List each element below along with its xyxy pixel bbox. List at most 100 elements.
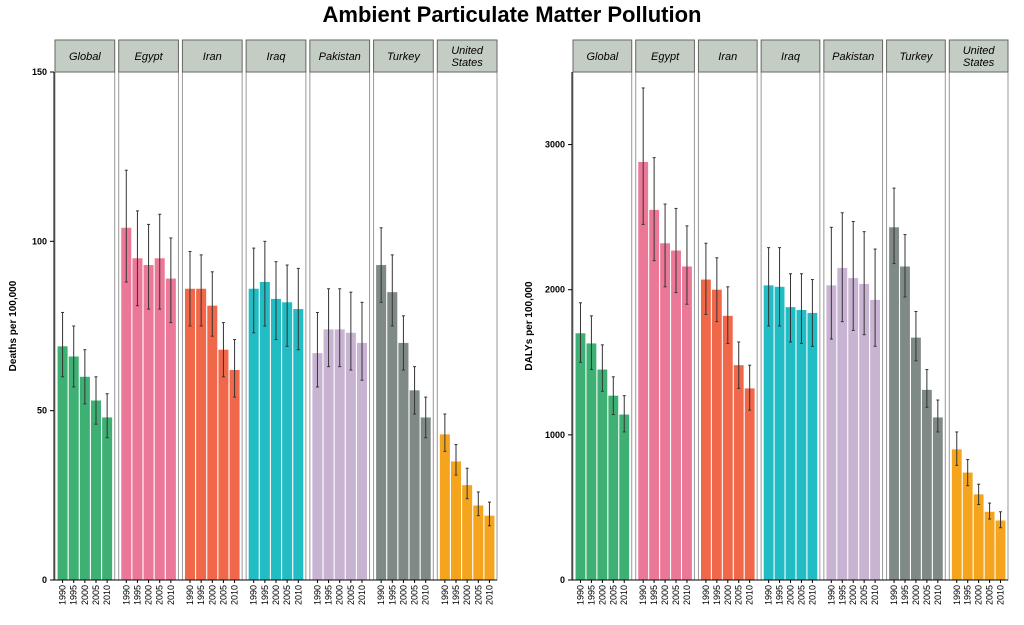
bar <box>951 449 962 580</box>
bar <box>450 461 462 580</box>
bar <box>796 310 807 580</box>
x-tick-label: 2000 <box>207 585 217 605</box>
x-tick-label: 2005 <box>346 585 356 605</box>
panel-strip <box>118 39 179 73</box>
panel-turkey: Turkey 1990 1995 2000 2005 2010 <box>373 39 434 605</box>
panel-strip-label: Turkey <box>900 51 934 63</box>
x-tick-label: 2000 <box>462 585 472 605</box>
bar <box>356 342 368 580</box>
bar <box>207 305 218 580</box>
x-tick-label: 1990 <box>312 585 322 605</box>
bar <box>165 278 176 580</box>
panel-strip <box>697 39 758 73</box>
panel-strip-label: Iran <box>203 51 222 63</box>
bar <box>439 434 450 580</box>
x-tick-label: 2000 <box>597 585 607 605</box>
bar <box>68 356 79 580</box>
x-tick-label: 1990 <box>575 585 585 605</box>
bar <box>79 376 90 580</box>
panel-strip-label: Pakistan <box>319 51 361 63</box>
x-tick-label: 1990 <box>249 585 259 605</box>
panel-global: Global 1990 1995 2000 2005 2010 <box>54 39 116 605</box>
panel-strip-label: Egypt <box>651 51 680 63</box>
bar <box>921 389 932 580</box>
panel-strip <box>436 39 498 73</box>
x-tick-label: 2000 <box>335 585 345 605</box>
panel-strip-label: Global <box>69 51 101 63</box>
panel-strip-label: Iraq <box>267 51 287 63</box>
bar <box>312 353 323 580</box>
x-tick-label: 1995 <box>69 585 79 605</box>
bar <box>575 333 586 580</box>
x-tick-label: 2005 <box>859 585 869 605</box>
bar <box>218 349 229 580</box>
bar <box>774 286 785 580</box>
panel-strip <box>373 39 434 73</box>
bar <box>420 417 431 580</box>
bar <box>733 365 744 580</box>
bar <box>270 298 282 580</box>
panel-egypt: Egypt 1990 1995 2000 2005 2010 <box>118 39 179 605</box>
bar <box>984 511 995 580</box>
bar <box>859 283 870 580</box>
bar <box>826 285 837 580</box>
x-tick-label: 1995 <box>775 585 785 605</box>
x-tick-label: 2000 <box>786 585 796 605</box>
bar <box>102 417 113 580</box>
bar <box>638 161 649 580</box>
panel-strip <box>886 39 946 73</box>
panel-strip <box>181 39 243 73</box>
x-tick-label: 2010 <box>230 585 240 605</box>
bar <box>973 494 984 580</box>
bar <box>121 227 132 580</box>
bar <box>90 400 102 580</box>
bar <box>345 332 356 580</box>
panel-strip-label: Iran <box>718 51 737 63</box>
bar <box>837 267 848 580</box>
chart-title: Ambient Particulate Matter Pollution <box>322 2 702 27</box>
x-tick-label: 1990 <box>701 585 711 605</box>
bar <box>259 281 270 580</box>
bar <box>711 289 722 580</box>
panel-iraq: Iraq 1990 1995 2000 2005 2010 <box>245 39 307 605</box>
x-tick-label: 1995 <box>712 585 722 605</box>
x-tick-label: 1995 <box>586 585 596 605</box>
bar <box>900 266 910 580</box>
panel-strip-label: Global <box>586 51 618 63</box>
x-tick-label: 2005 <box>473 585 483 605</box>
bar <box>196 288 207 580</box>
panel-pakistan: Pakistan 1990 1995 2000 2005 2010 <box>309 39 371 605</box>
x-tick-label: 1995 <box>387 585 397 605</box>
y-tick-label: 0 <box>560 575 565 585</box>
x-tick-label: 2010 <box>166 585 176 605</box>
panel-strip-label: United States <box>963 45 996 69</box>
y-axis-label: DALYs per 100,000 <box>524 281 535 371</box>
x-tick-label: 2010 <box>933 585 943 605</box>
panel-iran: Iran 1990 1995 2000 2005 2010 <box>697 39 758 605</box>
x-tick-label: 2010 <box>807 585 817 605</box>
x-tick-label: 2005 <box>985 585 995 605</box>
x-tick-label: 2000 <box>80 585 90 605</box>
bar <box>608 395 619 580</box>
x-tick-label: 1995 <box>649 585 659 605</box>
x-tick-label: 2005 <box>218 585 228 605</box>
bar <box>143 265 154 580</box>
y-tick-label: 1000 <box>545 430 565 440</box>
y-axis-label: Deaths per 100,000 <box>8 280 19 371</box>
x-tick-label: 1990 <box>58 585 68 605</box>
x-tick-label: 1990 <box>185 585 195 605</box>
panel-strip-label: Pakistan <box>832 51 874 63</box>
y-tick-label: 0 <box>42 575 47 585</box>
bar <box>671 250 681 581</box>
bar <box>995 520 1006 580</box>
x-tick-label: 2000 <box>848 585 858 605</box>
x-tick-label: 1995 <box>260 585 270 605</box>
bar <box>649 209 660 580</box>
x-tick-label: 2000 <box>398 585 408 605</box>
panel-egypt: Egypt 1990 1995 2000 2005 2010 <box>635 39 695 605</box>
x-tick-label: 2000 <box>144 585 154 605</box>
bar <box>323 329 334 580</box>
panel-strip-label: Iraq <box>781 51 801 63</box>
panel-strip-label: Turkey <box>387 51 421 63</box>
